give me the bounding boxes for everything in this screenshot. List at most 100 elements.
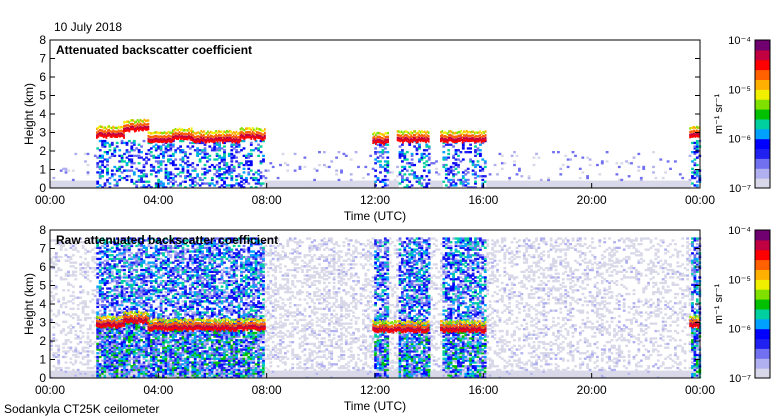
cloud-layer-cell (173, 133, 175, 136)
heatmap-cell (262, 175, 265, 178)
heatmap-cell (132, 268, 136, 272)
heatmap-cell (159, 182, 163, 185)
heatmap-cell (427, 152, 431, 156)
cloud-layer-cell (117, 134, 120, 137)
heatmap-cell (167, 283, 170, 286)
colorbar-tick-label: 10⁻⁷ (729, 183, 751, 195)
heatmap-cell (152, 309, 156, 312)
heatmap-cell (554, 184, 558, 187)
heatmap-cell (652, 151, 655, 154)
heatmap-cell (561, 184, 565, 187)
heatmap-cell (691, 175, 694, 178)
heatmap-cell (242, 163, 246, 167)
heatmap-cell (106, 173, 109, 176)
heatmap-cell (457, 178, 460, 182)
heatmap-cell (410, 163, 414, 167)
heatmap-cell (54, 292, 58, 296)
heatmap-cell (69, 307, 73, 310)
heatmap-cell (120, 165, 124, 169)
heatmap-cell (84, 160, 87, 163)
heatmap-cell (152, 272, 156, 275)
heatmap-cell (578, 176, 582, 180)
heatmap-cell (293, 184, 297, 187)
cloud-layer-cell (135, 124, 138, 127)
heatmap-cell (62, 180, 65, 183)
heatmap-cell (210, 182, 214, 185)
heatmap-cell (128, 254, 131, 257)
cloud-layer-cell (121, 126, 124, 129)
heatmap-cell (71, 265, 75, 268)
heatmap-cell (125, 344, 129, 347)
cloud-layer-cell (157, 135, 159, 138)
heatmap-cell (496, 184, 499, 187)
heatmap-cell (332, 180, 336, 183)
heatmap-cell (481, 167, 485, 170)
heatmap-cell (147, 261, 151, 264)
heatmap-cell (410, 173, 414, 176)
heatmap-cell (64, 169, 68, 172)
heatmap-cell (237, 151, 241, 154)
heatmap-cell (505, 182, 509, 185)
heatmap-cell (476, 175, 480, 178)
heatmap-cell (259, 184, 263, 187)
heatmap-cell (440, 182, 443, 185)
heatmap-cell (325, 180, 329, 183)
heatmap-cell (57, 298, 61, 301)
heatmap-cell (466, 147, 470, 150)
heatmap-cell (191, 169, 195, 172)
heatmap-cell (586, 182, 589, 185)
heatmap-cell (459, 160, 463, 163)
cloud-layer-cell (165, 132, 167, 135)
heatmap-cell (647, 184, 650, 187)
cloud-layer-cell (146, 126, 148, 129)
heatmap-cell (130, 261, 134, 264)
heatmap-cell (437, 182, 441, 185)
heatmap-cell (62, 346, 65, 349)
heatmap-cell (508, 182, 511, 185)
heatmap-cell (64, 248, 68, 251)
heatmap-cell (481, 186, 485, 189)
cloud-layer-cell (254, 138, 257, 141)
heatmap-cell (235, 149, 238, 152)
heatmap-cell (118, 307, 122, 310)
heatmap-cell (293, 182, 297, 185)
heatmap-cell (578, 184, 582, 187)
heatmap-cell (149, 280, 153, 283)
heatmap-cell (108, 186, 112, 189)
cloud-layer-cell (129, 123, 132, 126)
heatmap-cell (671, 182, 675, 185)
heatmap-cell (500, 184, 504, 187)
heatmap-cell (154, 143, 158, 146)
heatmap-cell (115, 311, 119, 314)
heatmap-cell (113, 151, 117, 154)
heatmap-cell (271, 180, 275, 183)
cloud-layer-cell (152, 135, 155, 138)
heatmap-cell (459, 182, 463, 185)
heatmap-cell (481, 178, 485, 182)
heatmap-cell (135, 307, 139, 310)
heatmap-cell (198, 160, 202, 163)
heatmap-cell (208, 184, 212, 187)
heatmap-cell (515, 186, 519, 189)
heatmap-cell (381, 180, 385, 183)
heatmap-cell (120, 257, 124, 261)
heatmap-cell (86, 305, 90, 309)
heatmap-cell (383, 163, 387, 167)
heatmap-cell (471, 160, 475, 163)
heatmap-cell (693, 145, 697, 148)
heatmap-cell (84, 248, 87, 251)
cloud-layer-cell (139, 127, 142, 130)
heatmap-cell (335, 184, 338, 187)
heatmap-cell (125, 141, 129, 145)
heatmap-cell (149, 370, 153, 373)
heatmap-cell (235, 151, 238, 154)
heatmap-cell (184, 151, 187, 154)
heatmap-cell (174, 309, 178, 312)
heatmap-cell (84, 152, 87, 156)
heatmap-cell (130, 160, 134, 163)
heatmap-cell (522, 184, 526, 187)
heatmap-cell (101, 344, 104, 347)
heatmap-cell (413, 163, 416, 167)
cloud-layer-cell (169, 140, 171, 143)
heatmap-cell (457, 163, 460, 167)
